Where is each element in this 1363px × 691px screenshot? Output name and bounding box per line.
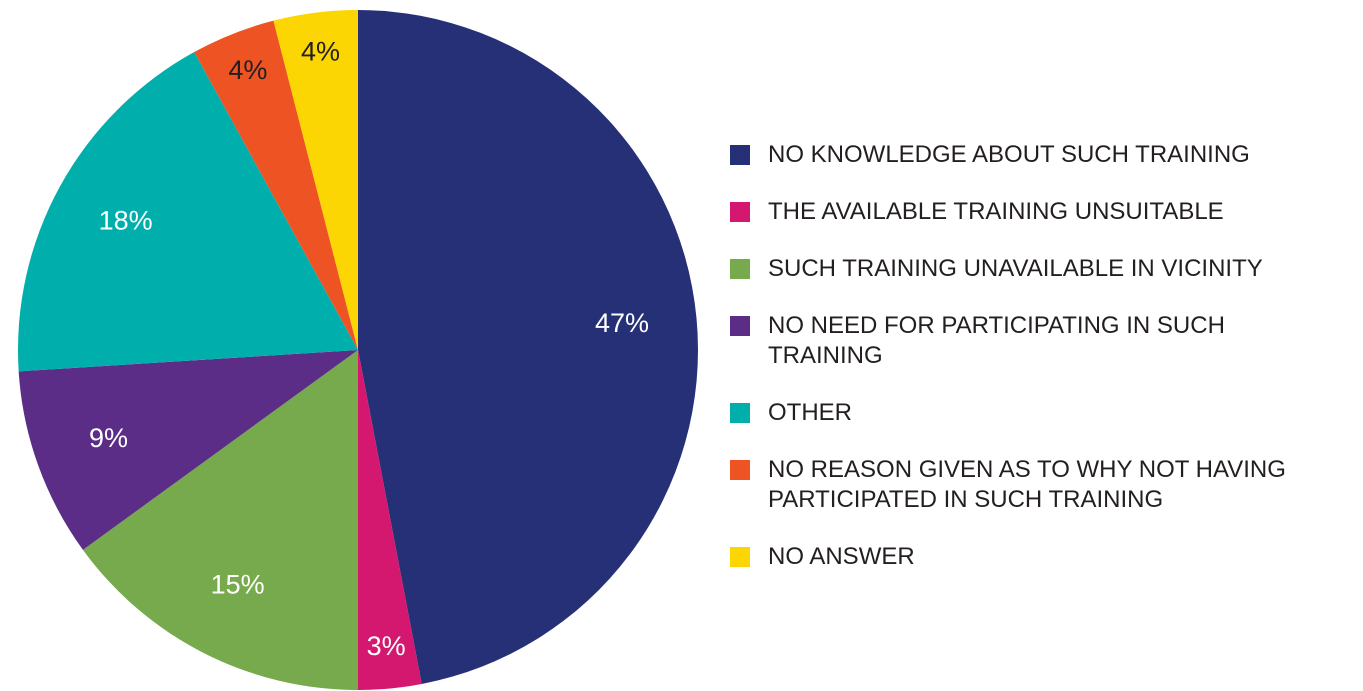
legend-swatch (730, 547, 750, 567)
pie-slice (82, 350, 359, 690)
pie-slice (273, 10, 358, 350)
legend-item: SUCH TRAINING UNAVAILABLE IN VICINITY (730, 254, 1360, 284)
legend-label: NO ANSWER (768, 543, 915, 570)
legend-swatch (730, 202, 750, 222)
legend-label: NO NEED FOR PARTICIPATING IN SUCH TRAINI… (768, 312, 1225, 369)
pie-slice (358, 350, 422, 690)
legend-label: NO KNOWLEDGE ABOUT SUCH TRAINING (768, 141, 1250, 168)
legend: NO KNOWLEDGE ABOUT SUCH TRAINING THE AVAI… (730, 140, 1360, 599)
legend-label: THE AVAILABLE TRAINING UNSUITABLE (768, 198, 1224, 225)
legend-label: NO REASON GIVEN AS TO WHY NOT HAVING PAR… (768, 456, 1286, 513)
legend-swatch (730, 316, 750, 336)
legend-item: NO REASON GIVEN AS TO WHY NOT HAVING PAR… (730, 455, 1360, 515)
pie-slice (194, 20, 358, 350)
legend-swatch (730, 259, 750, 279)
legend-item: NO KNOWLEDGE ABOUT SUCH TRAINING (730, 140, 1360, 170)
pie-slice (18, 350, 359, 550)
legend-swatch (730, 145, 750, 165)
legend-item: NO NEED FOR PARTICIPATING IN SUCH TRAINI… (730, 311, 1360, 371)
slice-label: 4% (228, 55, 267, 85)
slice-label: 9% (89, 423, 128, 453)
slice-label: 18% (99, 205, 153, 235)
pie-slice (17, 52, 358, 372)
legend-item: OTHER (730, 398, 1360, 428)
slice-label: 47% (595, 308, 649, 338)
legend-label: OTHER (768, 399, 852, 426)
slice-label: 4% (301, 36, 340, 66)
slice-label: 3% (367, 631, 406, 661)
legend-swatch (730, 403, 750, 423)
legend-swatch (730, 460, 750, 480)
legend-label: SUCH TRAINING UNAVAILABLE IN VICINITY (768, 255, 1263, 282)
slice-label: 15% (211, 569, 265, 599)
pie-slice (358, 10, 698, 684)
legend-item: THE AVAILABLE TRAINING UNSUITABLE (730, 197, 1360, 227)
legend-item: NO ANSWER (730, 542, 1360, 572)
